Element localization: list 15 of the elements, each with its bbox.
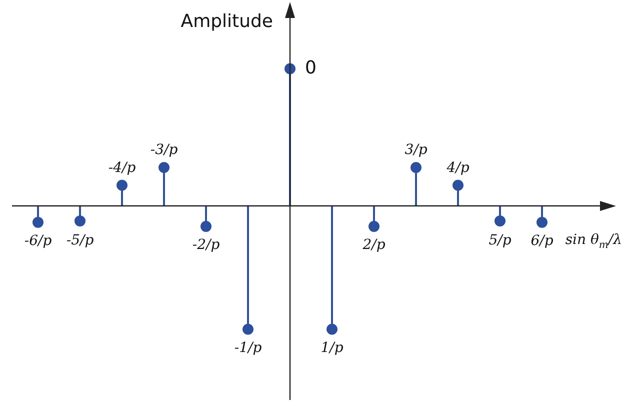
x-tick-label: -1/p <box>234 340 262 356</box>
x-tick-label: 3/p <box>404 142 428 158</box>
x-tick-label: 5/p <box>488 232 512 248</box>
x-tick-label: 1/p <box>320 340 344 356</box>
y-axis-title: Amplitude <box>180 11 273 32</box>
x-tick-label: 2/p <box>362 237 386 254</box>
x-tick-label: 0 <box>305 57 316 78</box>
x-tick-label: -4/p <box>108 160 136 176</box>
x-tick-label: -2/p <box>192 237 220 254</box>
x-tick-label: 4/p <box>446 160 470 176</box>
x-tick-label: -5/p <box>66 232 94 248</box>
x-tick-label: 6/p <box>530 232 554 249</box>
x-tick-label: -3/p <box>150 142 178 158</box>
x-tick-label: -6/p <box>24 232 52 249</box>
x-axis-title: sin θ$_{m}$/λ <box>565 232 622 251</box>
